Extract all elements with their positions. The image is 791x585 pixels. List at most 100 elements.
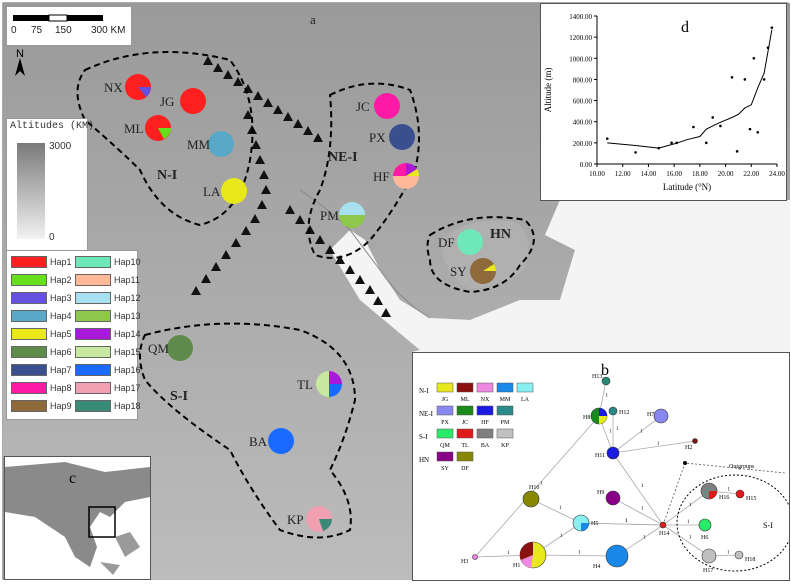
edge-label: 1: [560, 534, 563, 539]
edge-label: 1: [609, 430, 612, 435]
legend-item-hap17: Hap17: [75, 381, 141, 395]
edge-label: 1: [643, 536, 646, 541]
data-point: [670, 141, 673, 145]
legend-label: Hap3: [50, 293, 72, 303]
altitude-gradient: [17, 143, 45, 239]
pie-px: [389, 124, 415, 150]
y-tick-label: 1200.00: [569, 34, 592, 42]
region-label-hn: HN: [490, 227, 511, 242]
legend-item-hap6: Hap6: [11, 345, 72, 359]
network-edge: [612, 440, 696, 454]
x-tick-label: 14.00: [641, 170, 657, 178]
pie-la: [221, 178, 247, 204]
legend-item-hap10: Hap10: [75, 255, 141, 269]
edge-label: 1: [689, 536, 692, 541]
legend-label: Hap18: [114, 401, 141, 411]
data-point: [743, 78, 747, 81]
legend-site-df: DF: [461, 466, 469, 472]
legend-label: Hap15: [114, 347, 141, 357]
x-tick-label: 22.00: [743, 170, 759, 178]
edge-label: 1: [687, 520, 690, 525]
legend-swatch: [11, 364, 47, 376]
legend-label: Hap4: [50, 311, 72, 321]
legend-label: Hap8: [50, 383, 72, 393]
legend-swatch-hf: [476, 405, 494, 416]
edge-label: 1: [641, 484, 644, 489]
legend-item-hap8: Hap8: [11, 381, 72, 395]
scale-tick-150: 150: [55, 25, 72, 36]
pie-pm: [339, 202, 365, 228]
site-label-ml: ML: [124, 121, 144, 136]
group-outline-n1: [76, 51, 254, 227]
legend-swatch: [75, 328, 111, 340]
node-h18: [734, 550, 744, 560]
altitude-legend-title: Altitudes (KM): [10, 121, 95, 132]
legend-item-hap5: Hap5: [11, 327, 72, 341]
node-h16-slice: [709, 491, 717, 499]
node-label-h14: H14: [659, 531, 669, 537]
legend-label: Hap10: [114, 257, 141, 267]
data-point: [766, 46, 770, 50]
legend-item-hap11: Hap11: [75, 273, 140, 287]
site-label-tl: TL: [297, 377, 313, 392]
edge-label: 1: [625, 519, 628, 524]
data-point: [730, 76, 734, 79]
inset-study-area: [88, 506, 116, 538]
legend-group-ne-i: NE-I: [419, 410, 434, 418]
edge-label: 1: [657, 442, 660, 447]
altitude-legend: Altitudes (KM) 3000 0: [6, 118, 94, 252]
site-label-jc: JC: [356, 99, 370, 114]
panel-b-network: b N-I JG ML NX MM LA NE-I PX JC HF PM S-I QM TL BA KP HN S…: [412, 352, 791, 581]
node-label-h13: H13: [592, 374, 602, 380]
legend-site-nx: NX: [481, 397, 490, 403]
node-h10: [522, 490, 540, 508]
node-label-h6: H6: [701, 535, 708, 541]
legend-swatch-df: [456, 451, 474, 462]
legend-swatch-qm: [436, 428, 454, 439]
data-point: [770, 26, 774, 29]
node-label-h16: H16: [719, 495, 729, 501]
legend-label: Hap14: [114, 329, 141, 339]
legend-swatch: [11, 328, 47, 340]
node-label-h10: H10: [529, 485, 539, 491]
panel-c-inset-map: c: [4, 456, 151, 580]
data-point: [675, 141, 679, 145]
legend-site-jc: JC: [462, 420, 468, 426]
legend-item-hap14: Hap14: [75, 327, 141, 341]
scale-bar: 0 75 150 300 KM: [6, 6, 132, 46]
node-h8-slice: [599, 408, 607, 416]
site-label-mm: MM: [187, 137, 211, 152]
edge-label: 1: [578, 551, 581, 556]
site-label-hf: HF: [373, 169, 390, 184]
network-edge: [580, 522, 664, 526]
site-label-qm: QM: [148, 341, 169, 356]
y-tick-label: 200.00: [573, 140, 593, 148]
legend-swatch: [11, 256, 47, 268]
legend-swatch-la: [516, 382, 534, 393]
node-h8-slice: [599, 416, 607, 424]
legend-item-hap9: Hap9: [11, 399, 72, 413]
network-edge: [662, 490, 710, 526]
legend-item-hap16: Hap16: [75, 363, 141, 377]
s1-cluster-outline: [676, 474, 791, 572]
legend-item-hap13: Hap13: [75, 309, 141, 323]
panel-c-label: c: [69, 470, 76, 487]
legend-item-hap15: Hap15: [75, 345, 141, 359]
node-h5-slice: [581, 523, 589, 531]
network-edge: [474, 415, 600, 558]
pie-ml: [145, 115, 171, 141]
legend-label: Hap17: [114, 383, 141, 393]
y-tick-label: 1000.00: [569, 55, 592, 63]
y-tick-label: 600.00: [573, 98, 593, 106]
outgroups-label: Outgroups: [729, 464, 755, 470]
s1-cluster-label: S-I: [763, 521, 773, 530]
legend-item-hap18: Hap18: [75, 399, 141, 413]
x-axis-label: Latitude (°N): [663, 182, 711, 192]
legend-group-hn: HN: [419, 456, 429, 464]
legend-swatch: [75, 382, 111, 394]
legend-label: Hap16: [114, 365, 141, 375]
pie-qm: [167, 335, 193, 361]
legend-label: Hap2: [50, 275, 72, 285]
legend-label: Hap9: [50, 401, 72, 411]
legend-swatch-nx: [476, 382, 494, 393]
